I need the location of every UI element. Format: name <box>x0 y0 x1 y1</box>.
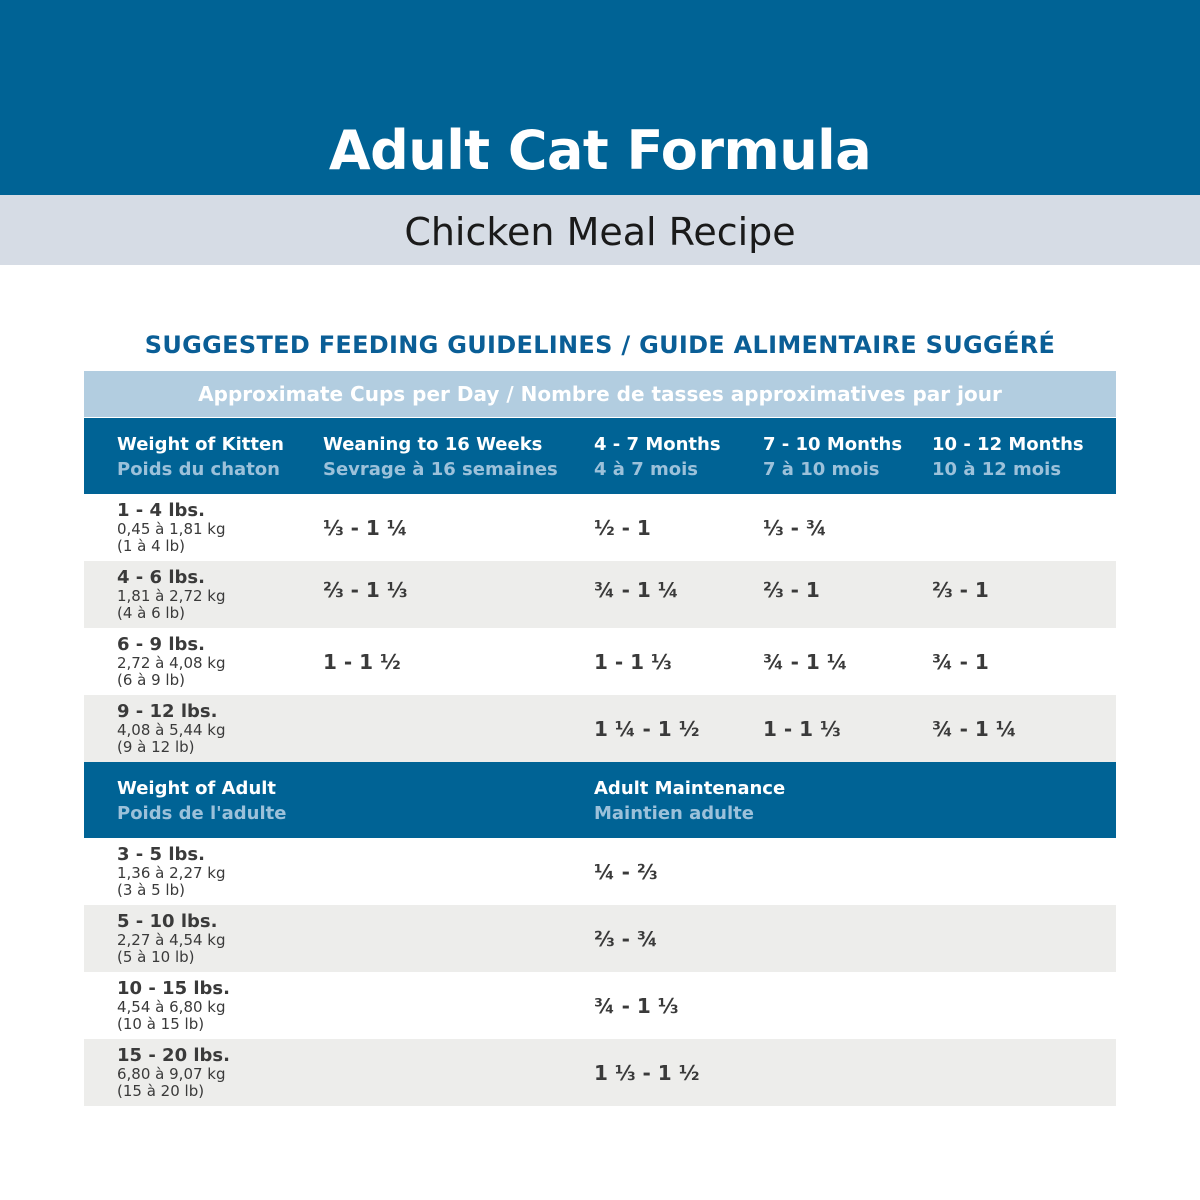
kitten-table-header: Weight of Kitten Poids du chaton Weaning… <box>84 418 1116 494</box>
weight-cell: 9 - 12 lbs. 4,08 à 5,44 kg (9 à 12 lb) <box>117 702 226 756</box>
weight-lbs: 10 - 15 lbs. <box>117 978 230 999</box>
weight-lb-fr: (5 à 10 lb) <box>117 948 195 966</box>
cups-weaning: ⅓ - 1 ¼ <box>323 516 408 540</box>
cups-7-10-months: ⅓ - ¾ <box>763 516 827 540</box>
cups-4-7-months: 1 ¼ - 1 ½ <box>594 717 700 741</box>
weight-kg: 4,08 à 5,44 kg <box>117 721 226 739</box>
cups-adult-maintenance: 1 ⅓ - 1 ½ <box>594 1061 700 1085</box>
weight-cell: 3 - 5 lbs. 1,36 à 2,27 kg (3 à 5 lb) <box>117 845 226 899</box>
adult-row: 3 - 5 lbs. 1,36 à 2,27 kg (3 à 5 lb) ¼ -… <box>84 838 1116 905</box>
cups-4-7-months: ½ - 1 <box>594 516 651 540</box>
cups-7-10-months: ¾ - 1 ¼ <box>763 650 848 674</box>
cups-10-12-months: ¾ - 1 ¼ <box>932 717 1017 741</box>
weight-lbs: 4 - 6 lbs. <box>117 567 205 588</box>
header-weight-of-kitten: Weight of Kitten Poids du chaton <box>117 432 284 482</box>
header-fr: Poids de l'adulte <box>117 803 287 824</box>
weight-kg: 0,45 à 1,81 kg <box>117 520 226 538</box>
weight-cell: 1 - 4 lbs. 0,45 à 1,81 kg (1 à 4 lb) <box>117 501 226 555</box>
kitten-row: 6 - 9 lbs. 2,72 à 4,08 kg (6 à 9 lb) 1 -… <box>84 628 1116 695</box>
cups-7-10-months: ⅔ - 1 <box>763 578 820 602</box>
header-en: Weight of Adult <box>117 778 277 799</box>
header-10-12-months: 10 - 12 Months 10 à 12 mois <box>932 432 1084 482</box>
cups-4-7-months: 1 - 1 ⅓ <box>594 650 672 674</box>
adult-table-header: Weight of Adult Poids de l'adulte Adult … <box>84 762 1116 838</box>
title-banner <box>0 0 1200 195</box>
cups-adult-maintenance: ¼ - ⅔ <box>594 860 658 884</box>
header-weaning: Weaning to 16 Weeks Sevrage à 16 semaine… <box>323 432 558 482</box>
header-fr: Maintien adulte <box>594 803 754 824</box>
weight-lbs: 6 - 9 lbs. <box>117 634 205 655</box>
weight-kg: 2,27 à 4,54 kg <box>117 931 226 949</box>
weight-lbs: 3 - 5 lbs. <box>117 844 205 865</box>
weight-lb-fr: (10 à 15 lb) <box>117 1015 205 1033</box>
weight-lb-fr: (15 à 20 lb) <box>117 1082 205 1100</box>
weight-kg: 1,81 à 2,72 kg <box>117 587 226 605</box>
page-title: Adult Cat Formula <box>328 119 872 182</box>
weight-kg: 1,36 à 2,27 kg <box>117 864 226 882</box>
weight-lbs: 5 - 10 lbs. <box>117 911 218 932</box>
adult-row: 5 - 10 lbs. 2,27 à 4,54 kg (5 à 10 lb) ⅔… <box>84 905 1116 972</box>
weight-lbs: 1 - 4 lbs. <box>117 500 205 521</box>
subtitle-banner <box>0 195 1200 265</box>
weight-kg: 6,80 à 9,07 kg <box>117 1065 226 1083</box>
cups-7-10-months: 1 - 1 ⅓ <box>763 717 841 741</box>
header-fr: 10 à 12 mois <box>932 459 1062 480</box>
header-en: 7 - 10 Months <box>763 434 903 455</box>
weight-cell: 10 - 15 lbs. 4,54 à 6,80 kg (10 à 15 lb) <box>117 979 230 1033</box>
header-adult-maintenance: Adult Maintenance Maintien adulte <box>594 776 785 826</box>
cups-per-day-bar: Approximate Cups per Day / Nombre de tas… <box>84 371 1116 417</box>
weight-lb-fr: (3 à 5 lb) <box>117 881 185 899</box>
weight-lb-fr: (4 à 6 lb) <box>117 604 185 622</box>
weight-cell: 15 - 20 lbs. 6,80 à 9,07 kg (15 à 20 lb) <box>117 1046 230 1100</box>
header-en: Weight of Kitten <box>117 434 284 455</box>
kitten-row: 4 - 6 lbs. 1,81 à 2,72 kg (4 à 6 lb) ⅔ -… <box>84 561 1116 628</box>
adult-row: 10 - 15 lbs. 4,54 à 6,80 kg (10 à 15 lb)… <box>84 972 1116 1039</box>
header-en: 10 - 12 Months <box>932 434 1084 455</box>
header-fr: 4 à 7 mois <box>594 459 699 480</box>
kitten-row: 9 - 12 lbs. 4,08 à 5,44 kg (9 à 12 lb) 1… <box>84 695 1116 762</box>
cups-4-7-months: ¾ - 1 ¼ <box>594 578 679 602</box>
header-fr: Sevrage à 16 semaines <box>323 459 558 480</box>
adult-row: 15 - 20 lbs. 6,80 à 9,07 kg (15 à 20 lb)… <box>84 1039 1116 1106</box>
weight-cell: 4 - 6 lbs. 1,81 à 2,72 kg (4 à 6 lb) <box>117 568 226 622</box>
header-4-7-months: 4 - 7 Months 4 à 7 mois <box>594 432 721 482</box>
cups-adult-maintenance: ⅔ - ¾ <box>594 927 658 951</box>
weight-kg: 2,72 à 4,08 kg <box>117 654 226 672</box>
weight-lbs: 15 - 20 lbs. <box>117 1045 230 1066</box>
header-en: 4 - 7 Months <box>594 434 721 455</box>
page-subtitle: Chicken Meal Recipe <box>404 210 796 254</box>
cups-10-12-months: ¾ - 1 <box>932 650 989 674</box>
cups-10-12-months: ⅔ - 1 <box>932 578 989 602</box>
header-weight-of-adult: Weight of Adult Poids de l'adulte <box>117 776 286 826</box>
header-en: Adult Maintenance <box>594 778 786 799</box>
header-en: Weaning to 16 Weeks <box>323 434 543 455</box>
kitten-row: 1 - 4 lbs. 0,45 à 1,81 kg (1 à 4 lb) ⅓ -… <box>84 494 1116 561</box>
header-fr: 7 à 10 mois <box>763 459 880 480</box>
weight-lb-fr: (1 à 4 lb) <box>117 537 185 555</box>
cups-weaning: ⅔ - 1 ⅓ <box>323 578 408 602</box>
header-7-10-months: 7 - 10 Months 7 à 10 mois <box>763 432 902 482</box>
weight-kg: 4,54 à 6,80 kg <box>117 998 226 1016</box>
weight-lb-fr: (9 à 12 lb) <box>117 738 195 756</box>
header-fr: Poids du chaton <box>117 459 280 480</box>
cups-adult-maintenance: ¾ - 1 ⅓ <box>594 994 679 1018</box>
weight-cell: 5 - 10 lbs. 2,27 à 4,54 kg (5 à 10 lb) <box>117 912 226 966</box>
weight-cell: 6 - 9 lbs. 2,72 à 4,08 kg (6 à 9 lb) <box>117 635 226 689</box>
weight-lbs: 9 - 12 lbs. <box>117 701 218 722</box>
cups-weaning: 1 - 1 ½ <box>323 650 401 674</box>
feeding-guidelines-heading: SUGGESTED FEEDING GUIDELINES / GUIDE ALI… <box>144 331 1056 359</box>
weight-lb-fr: (6 à 9 lb) <box>117 671 185 689</box>
